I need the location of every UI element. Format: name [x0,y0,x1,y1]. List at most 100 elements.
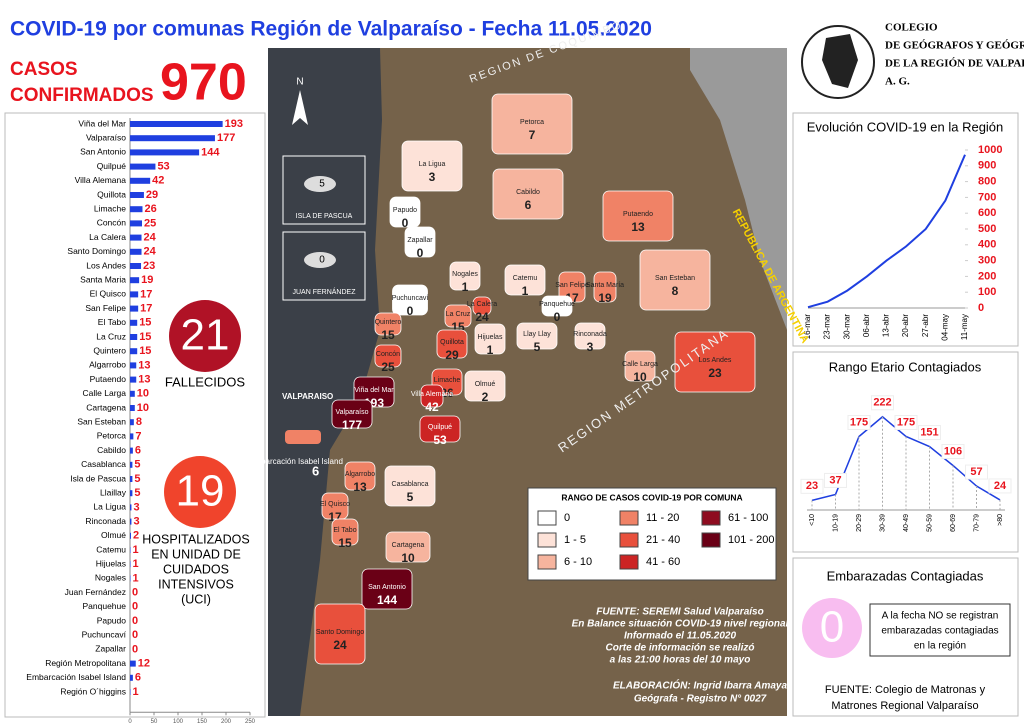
label-box [800,478,824,494]
bar-label: Juan Fernández [65,587,126,597]
x-tick-label: 250 [245,719,256,723]
value-label: 23 [143,260,155,272]
value-label: 1 [132,686,138,698]
legend-swatch [619,532,639,548]
bar-label: Cabildo [97,445,126,455]
value-label: 5 [134,487,140,499]
value-label: 6 [135,672,141,684]
comuna-name: Quillota [440,339,464,346]
comuna-value: 13 [353,480,367,494]
inset-name: JUAN FERNÁNDEZ [292,287,356,296]
comuna-value: 5 [534,340,541,354]
inset-value: 0 [319,255,325,266]
label-box [871,395,894,411]
icu-text: HOSPITALIZADOS [142,532,249,546]
comuna-area [385,531,431,563]
comuna-area [392,284,428,316]
bar [130,334,138,340]
comuna-value: 15 [381,328,395,342]
value-label: 1 [132,558,138,570]
legend-label: 6 - 10 [564,556,592,568]
bar [130,135,215,142]
bar-label: Zapallar [95,644,126,654]
comuna-area [449,261,481,291]
island [304,176,336,192]
comuna-name: Villa Alemana [411,391,453,398]
x-tick-label: 100 [173,719,184,723]
bar-label: La Cruz [96,331,126,341]
value-label: 175 [850,416,868,428]
bar-label: Viña del Mar [78,118,126,128]
bar [130,163,156,170]
value-label: 6 [135,445,141,457]
label-box [965,464,988,480]
comuna-area [516,322,558,350]
comuna-value: 0 [407,304,414,318]
value-label: 24 [144,246,157,258]
panel [4,112,266,718]
comuna-value: 15 [338,536,352,550]
ship-value: 6 [312,463,319,478]
icu-text: INTENSIVOS [158,577,234,591]
legend-box [527,487,777,581]
inset-name: ISLA DE PASCUA [296,213,353,220]
value-label: 17 [140,303,152,315]
bar-label: Casablanca [81,459,126,469]
bar-label: Santa Maria [80,274,126,284]
comuna-value: 23 [708,366,722,380]
x-tick-label: 30-39 [879,514,886,532]
icu-text: CUIDADOS [163,562,229,576]
comuna-area [492,168,564,220]
inset-value: 5 [319,179,325,190]
comuna-value: 3 [429,170,436,184]
value-label: 175 [897,416,915,428]
bar-label: Puchuncaví [82,629,127,639]
comuna-value: 10 [401,551,415,565]
bar-label: Santo Domingo [67,246,126,256]
x-tick-label: 27-abr [921,314,930,337]
comuna-area [404,226,436,258]
legend-swatch [701,532,721,548]
credit-text: ELABORACIÓN: Ingrid Ibarra Amaya [613,679,788,692]
comuna-name: Putaendo [623,211,653,218]
value-label: 24 [994,480,1007,492]
note-text: A la fecha NO se registran [882,611,999,622]
comuna-value: 8 [672,284,679,298]
logo-text: DE GEÓGRAFOS Y GEÓGRAFAS [885,40,1024,52]
comuna-name: Los Andes [699,357,732,364]
comuna-name: Hijuelas [478,334,503,341]
value-label: 23 [806,480,818,492]
comuna-name: La Calera [467,301,497,308]
legend-label: 101 - 200 [728,534,774,546]
comuna-value: 3 [587,340,594,354]
cases-label: CONFIRMADOS [10,85,154,106]
legend-label: 11 - 20 [646,512,679,524]
bar [130,376,137,383]
value-label: 151 [920,426,938,438]
comuna-value: 6 [525,198,532,212]
comuna-value: 29 [445,348,459,362]
bar [130,433,134,440]
comuna-area [374,312,402,336]
comuna-area [593,271,617,303]
legend-swatch [537,554,557,570]
x-tick-label: 06-abr [862,314,871,337]
x-tick-label: 20-29 [856,514,863,532]
panel-title: Embarazadas Contagiadas [827,568,984,583]
comuna-area [602,190,674,242]
comuna-value: 144 [377,593,397,607]
bar-label: San Antonio [80,147,126,157]
argentina [690,48,787,330]
value-label: 193 [225,118,243,130]
bar-label: Valparaíso [86,132,126,142]
comuna-value: 0 [402,216,409,230]
value-label: 10 [137,388,149,400]
x-tick-label: 0 [128,719,132,723]
y-tick-label: 500 [978,223,996,235]
legend-swatch [537,510,557,526]
bar-label: Hijuelas [96,558,126,568]
bar-label: El Quisco [90,289,127,299]
label-box [847,415,871,430]
legend-label: 41 - 60 [646,556,680,568]
comuna-area [436,329,468,359]
